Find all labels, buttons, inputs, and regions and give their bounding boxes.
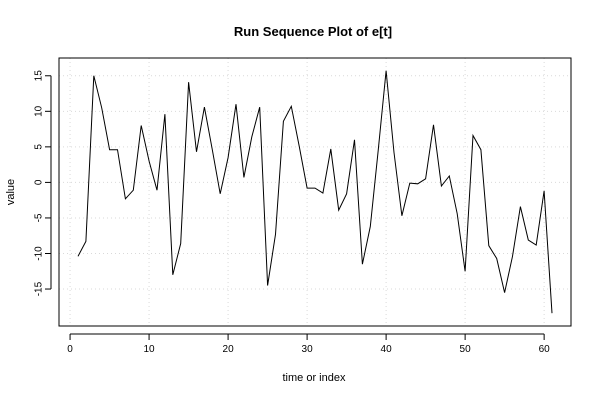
x-tick-label: 60 bbox=[539, 344, 551, 355]
chart-title: Run Sequence Plot of e[t] bbox=[234, 24, 392, 39]
y-tick-label: -5 bbox=[34, 213, 45, 222]
x-tick-label: 10 bbox=[144, 344, 156, 355]
y-tick-label: 0 bbox=[34, 179, 45, 185]
plot-area-border bbox=[58, 57, 572, 327]
series-line-e-t bbox=[77, 70, 553, 314]
y-tick-label: -10 bbox=[34, 246, 45, 261]
y-axis-label: value bbox=[5, 179, 17, 205]
y-tick-label: 15 bbox=[34, 70, 45, 82]
x-tick-label: 40 bbox=[381, 344, 393, 355]
grid bbox=[59, 58, 571, 326]
x-tick-label: 50 bbox=[460, 344, 472, 355]
axes: 0 10 20 30 40 50 60 -15 -10 -5 0 5 10 15 bbox=[34, 70, 551, 355]
y-tick-label: 5 bbox=[34, 144, 45, 150]
x-tick-label: 30 bbox=[302, 344, 314, 355]
x-tick-label: 0 bbox=[67, 344, 73, 355]
y-tick-label: -15 bbox=[34, 281, 45, 296]
y-tick-label: 10 bbox=[34, 105, 45, 117]
x-axis-label: time or index bbox=[283, 372, 346, 384]
x-tick-label: 20 bbox=[223, 344, 235, 355]
